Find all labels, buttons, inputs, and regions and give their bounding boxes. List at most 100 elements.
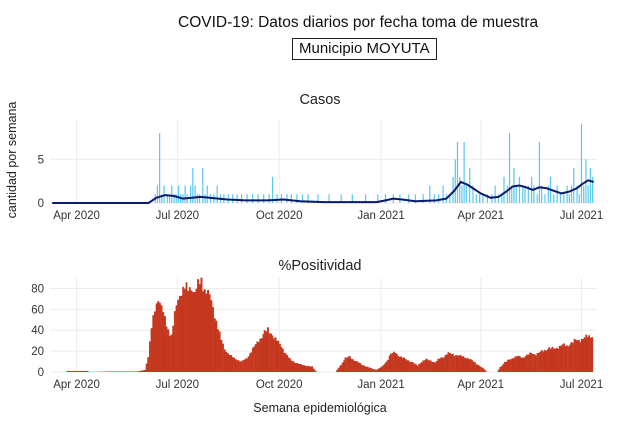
positivity-bar <box>314 370 317 372</box>
positivity-bar <box>180 295 183 372</box>
cases-bar <box>497 194 500 203</box>
positivity-bar <box>366 366 369 372</box>
positivity-bar <box>507 359 509 372</box>
positivity-bar <box>129 371 132 372</box>
positivity-bar <box>570 342 573 372</box>
cases-bar <box>515 185 517 203</box>
positivity-bar <box>412 362 414 372</box>
positivity-bar <box>460 356 463 372</box>
positivity-bar <box>471 360 474 372</box>
positivity-bar <box>457 355 460 372</box>
positivity-bar <box>136 371 139 372</box>
positivity-bar <box>218 331 221 372</box>
cases-bar <box>508 133 511 203</box>
positivity-x-tick-label: Oct 2020 <box>256 379 303 391</box>
positivity-bar <box>237 360 240 372</box>
positivity-bar <box>477 364 480 372</box>
positivity-bar <box>145 363 148 372</box>
positivity-bar <box>511 358 514 372</box>
positivity-bar <box>501 365 503 372</box>
positivity-bar <box>154 311 156 372</box>
positivity-x-tick-label: Apr 2020 <box>53 379 100 391</box>
positivity-bar <box>233 357 235 372</box>
cases-bar <box>544 194 546 203</box>
positivity-bar <box>418 364 420 372</box>
positivity-bar <box>307 365 310 372</box>
positivity-bar <box>503 362 506 372</box>
positivity-bar <box>185 282 188 372</box>
positivity-bar <box>440 357 443 372</box>
positivity-bar <box>312 368 315 372</box>
cases-bar <box>240 194 243 203</box>
positivity-bar <box>254 344 257 372</box>
cases-bar <box>536 194 538 203</box>
positivity-bar <box>305 366 308 372</box>
positivity-bar <box>258 342 260 372</box>
positivity-bar <box>447 352 450 372</box>
positivity-bar <box>453 355 456 372</box>
cases-bar <box>202 168 204 203</box>
positivity-bar <box>560 345 563 372</box>
cases-bar <box>408 194 410 203</box>
positivity-bar <box>469 358 472 372</box>
cases-x-tick-label: Jul 2020 <box>156 210 199 222</box>
cases-y-axis-label: cantidad por semana <box>5 102 19 219</box>
cases-bar <box>449 194 451 203</box>
positivity-bar <box>165 326 168 372</box>
cases-panel-title: Casos <box>299 92 340 108</box>
positivity-bar <box>281 348 284 372</box>
positivity-bar <box>280 347 283 372</box>
positivity-bar <box>404 359 407 372</box>
positivity-bar <box>588 335 590 372</box>
positivity-bar <box>434 362 437 372</box>
positivity-bar <box>585 334 588 372</box>
cases-bar <box>159 133 161 203</box>
positivity-bar <box>236 360 238 372</box>
positivity-bar <box>547 349 549 372</box>
positivity-bar <box>400 356 403 372</box>
positivity-bar <box>292 361 295 372</box>
positivity-bar <box>247 356 250 372</box>
positivity-bar <box>526 354 528 372</box>
positivity-bar <box>300 364 303 372</box>
municipality-label: Municipio MOYUTA <box>292 38 437 60</box>
positivity-bar <box>582 339 585 372</box>
cases-bar <box>541 185 543 203</box>
positivity-bar <box>195 288 198 372</box>
positivity-bar <box>565 345 568 372</box>
positivity-bar <box>370 368 373 372</box>
positivity-bar <box>205 293 208 372</box>
positivity-bar <box>541 350 543 372</box>
positivity-bar <box>520 357 523 372</box>
positivity-bar <box>242 360 244 372</box>
positivity-bar <box>168 335 171 372</box>
positivity-bar <box>524 355 527 372</box>
positivity-bar <box>381 366 383 372</box>
positivity-bar <box>127 371 130 372</box>
positivity-bar <box>350 358 353 372</box>
cases-bar <box>479 194 481 203</box>
positivity-bar <box>256 341 259 372</box>
positivity-bar <box>579 342 582 372</box>
cases-bar <box>522 185 524 203</box>
positivity-bar <box>364 366 367 372</box>
positivity-bar <box>118 371 121 372</box>
cases-bar <box>192 168 194 203</box>
positivity-bar <box>384 363 387 372</box>
cases-bar <box>166 194 168 203</box>
positivity-x-tick-label: Apr 2021 <box>457 379 504 391</box>
cases-bar <box>587 185 589 203</box>
positivity-bar <box>157 301 160 372</box>
positivity-bar <box>472 361 475 372</box>
positivity-bar <box>231 357 234 372</box>
positivity-bar <box>155 303 158 372</box>
positivity-bar <box>213 318 216 372</box>
positivity-bar <box>574 339 577 372</box>
positivity-bar <box>215 320 218 372</box>
positivity-bar <box>297 363 300 372</box>
positivity-bar <box>182 286 185 372</box>
cases-x-ticks: Apr 2020 Jul 2020 Oct 2020 Jan 2021 Apr 2021… <box>53 210 603 222</box>
positivity-bar <box>308 366 311 372</box>
cases-x-tick-label: Oct 2020 <box>256 210 303 222</box>
